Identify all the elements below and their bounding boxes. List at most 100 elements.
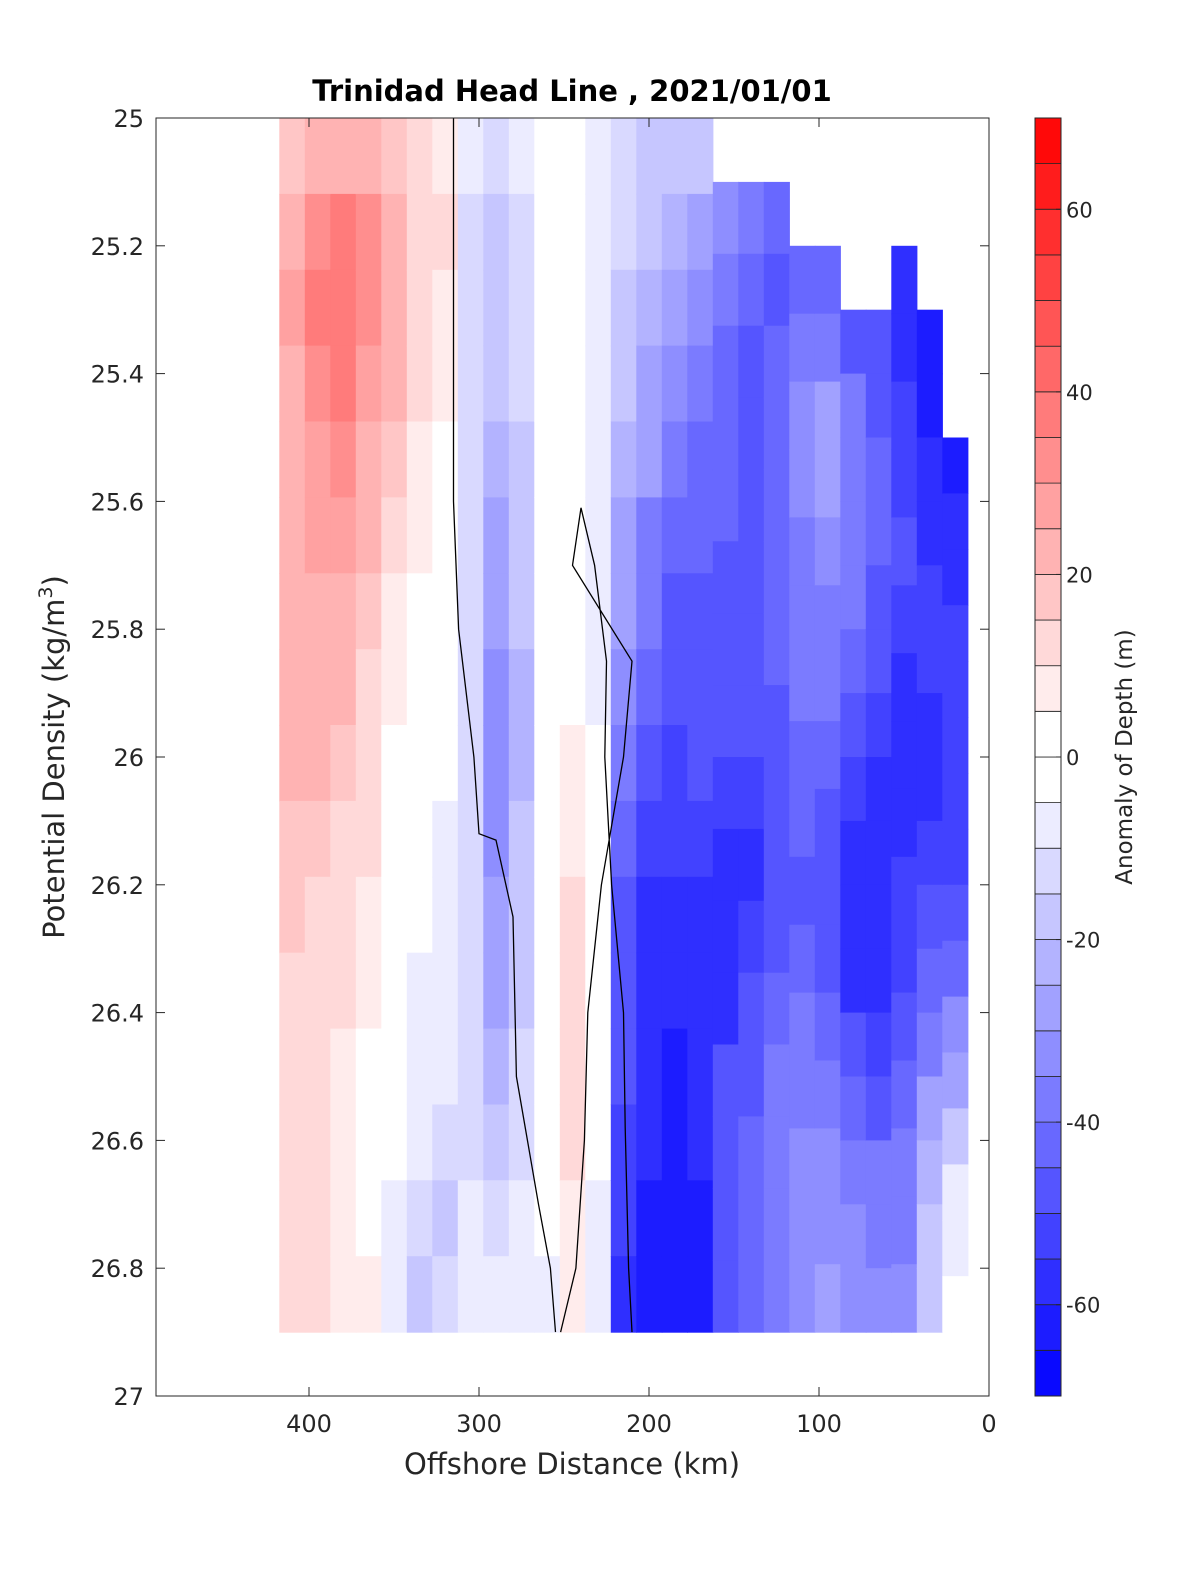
contour-cell (534, 1104, 561, 1181)
contour-cell (279, 952, 306, 1030)
contour-cell (483, 649, 510, 726)
contour-cell (661, 1104, 688, 1181)
y-axis-title: Potential Density (kg/m3) (35, 575, 71, 939)
contour-cell (661, 649, 688, 726)
contour-cell (406, 952, 433, 1030)
contour-cell (942, 1052, 969, 1109)
contour-cell (457, 952, 484, 1030)
contour-cell (585, 345, 612, 423)
contour-cell (942, 1108, 969, 1165)
contour-cell (279, 421, 306, 498)
contour-cell (330, 952, 357, 1030)
contour-cell (738, 541, 765, 614)
contour-cell (483, 345, 510, 423)
contour-cell (789, 449, 816, 518)
colorbar-band (1034, 802, 1062, 849)
contour-cell (942, 1220, 969, 1277)
contour-cell (942, 549, 969, 606)
contour-cell (687, 118, 714, 195)
contour-cell (891, 1264, 918, 1333)
contour-cell (304, 800, 331, 878)
colorbar-band (1034, 391, 1062, 438)
contour-cell (457, 421, 484, 498)
contour-cell (636, 725, 663, 802)
contour-cell (712, 685, 739, 758)
contour-cell (789, 992, 816, 1062)
colorbar-band (1034, 665, 1062, 712)
contour-cell (559, 952, 586, 1030)
contour-cell (585, 193, 612, 271)
contour-cell (687, 497, 714, 574)
contour-cell (406, 876, 433, 954)
contour-cell (610, 1256, 637, 1333)
contour-cell (814, 517, 841, 586)
contour-cell (840, 501, 867, 566)
colorbar-band (1034, 939, 1062, 986)
contour-cell (916, 757, 943, 822)
contour-cell (330, 1028, 357, 1106)
contour-cell (916, 1012, 943, 1078)
contour-cell (636, 193, 663, 271)
contour-cell (381, 118, 408, 195)
contour-cell (814, 1128, 841, 1197)
contour-cell (687, 421, 714, 498)
y-tick-label: 25.2 (91, 233, 144, 261)
contour-cell (763, 1260, 790, 1333)
colorbar-band (1034, 1121, 1062, 1169)
contour-cell (279, 800, 306, 878)
contour-cell (865, 948, 892, 1014)
contour-cell (891, 517, 918, 586)
contour-cell (355, 649, 382, 726)
contour-cell (840, 437, 867, 502)
contour-cell (610, 573, 637, 650)
contour-cell (610, 800, 637, 878)
contour-cell (865, 1076, 892, 1141)
contour-cell (942, 437, 969, 494)
contour-cell (381, 1180, 408, 1257)
contour-cell (738, 685, 765, 758)
contour-cell (432, 1256, 459, 1333)
contour-cell (738, 613, 765, 686)
contour-cell (687, 1104, 714, 1181)
contour-cell (585, 1028, 612, 1106)
contour-cell (483, 421, 510, 498)
contour-cell (840, 1204, 867, 1269)
contour-cell (916, 820, 943, 886)
contour-cell (661, 1256, 688, 1333)
contour-cell (508, 193, 535, 271)
chart-title: Trinidad Head Line , 2021/01/01 (312, 74, 832, 108)
contour-cell (661, 345, 688, 423)
contour-cell (559, 1104, 586, 1181)
contour-cell (304, 1256, 331, 1333)
contour-cell (457, 345, 484, 423)
contour-cell (891, 653, 918, 722)
contour-cell (483, 952, 510, 1030)
contour-cell (687, 725, 714, 802)
contour-cell (840, 1140, 867, 1205)
contour-cell (916, 629, 943, 694)
contour-cell (381, 269, 408, 347)
colorbar-band (1034, 1213, 1062, 1260)
contour-cell (942, 493, 969, 550)
contour-cell (610, 269, 637, 347)
contour-cell (534, 573, 561, 650)
contour-cell (763, 828, 790, 902)
contour-cell (840, 757, 867, 822)
contour-cell (304, 725, 331, 802)
contour-cell (432, 193, 459, 271)
contour-cell (636, 1256, 663, 1333)
colorbar-ticks: 60 40 20 0 -20 -40 -60 (1056, 198, 1100, 1318)
contour-cell (891, 721, 918, 790)
contour-cell (355, 345, 382, 423)
contour-cell (406, 573, 433, 650)
contour-cell (330, 269, 357, 347)
contour-cell (457, 269, 484, 347)
contour-cell (330, 497, 357, 574)
contour-cell (763, 469, 790, 542)
y-axis-title-sup: 3 (35, 586, 57, 598)
contour-cell (916, 1076, 943, 1141)
contour-cell (891, 788, 918, 858)
contour-cell (432, 345, 459, 423)
contour-cell (457, 193, 484, 271)
